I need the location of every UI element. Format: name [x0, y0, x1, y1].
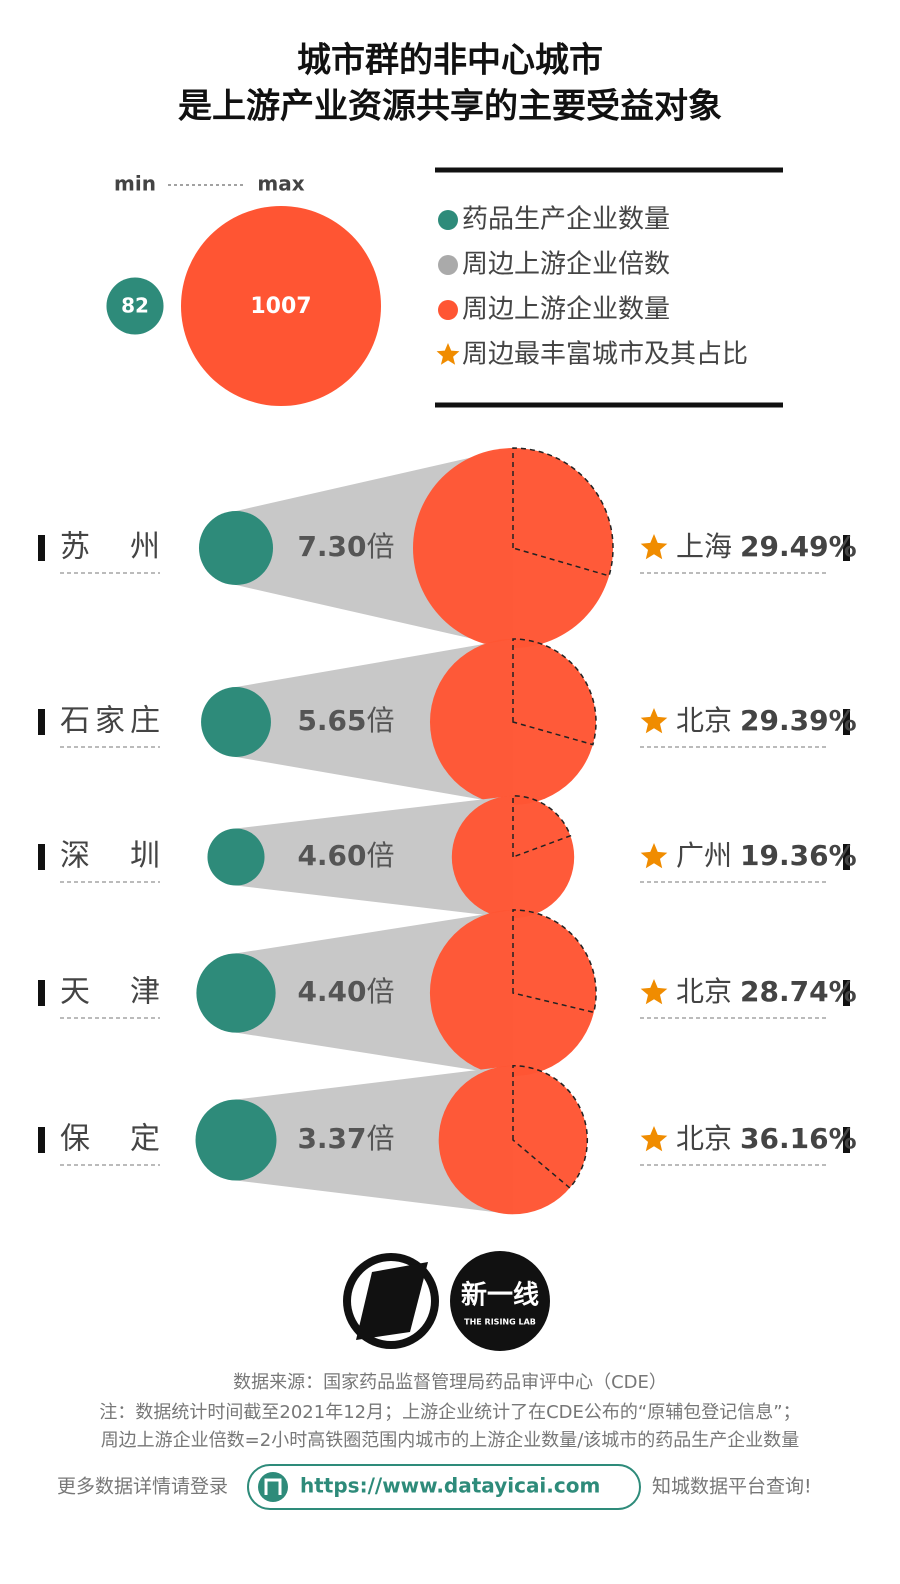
legend-swatch [438, 300, 458, 320]
pharma-circle [198, 510, 274, 586]
star-icon [640, 843, 668, 869]
pharma-circle [195, 1099, 277, 1181]
legend-label: 周边上游企业数量 [462, 295, 670, 325]
top-city-name: 北京 [676, 704, 732, 737]
legend-label: 周边上游企业倍数 [462, 250, 670, 280]
url-icon [258, 1472, 288, 1502]
top-city: 北京 28.74% [676, 975, 857, 1008]
multiplier-unit: 倍 [367, 1122, 395, 1155]
multiplier-value: 4.40 [297, 975, 366, 1008]
city-label: 石家庄 [60, 704, 160, 739]
size-legend-min [106, 277, 164, 335]
legend-swatch [438, 255, 458, 275]
top-city: 北京 36.16% [676, 1122, 857, 1155]
size-legend-min-value: 82 [121, 294, 149, 318]
legend-label: 药品生产企业数量 [462, 205, 670, 235]
row-marker [38, 709, 45, 735]
share-wedge [512, 795, 572, 859]
top-city-share: 29.49% [740, 530, 857, 563]
share-wedge [512, 638, 597, 746]
url[interactable]: https://www.datayicai.com [300, 1474, 600, 1498]
formula: 周边上游企业倍数=2小时高铁圈范围内城市的上游企业数量/该城市的药品生产企业数量 [101, 1430, 800, 1451]
connector [236, 1065, 513, 1215]
url-box[interactable] [247, 1464, 641, 1510]
top-city: 广州 19.36% [676, 839, 857, 872]
top-city: 北京 29.39% [676, 704, 857, 737]
top-city-share: 19.36% [740, 839, 857, 872]
share-wedge [512, 909, 597, 1014]
top-city-name: 上海 [676, 530, 732, 563]
title-line: 城市群的非中心城市 [297, 41, 603, 81]
top-city-share: 28.74% [740, 975, 857, 1008]
row-marker [843, 980, 850, 1006]
multiplier-unit: 倍 [367, 839, 395, 872]
legend-label: 周边最丰富城市及其占比 [462, 340, 748, 370]
legend-swatch [438, 210, 458, 230]
city-label: 天津 [60, 975, 160, 1010]
logo-subtitle: THE RISING LAB [464, 1318, 536, 1327]
title-line: 是上游产业资源共享的主要受益对象 [178, 87, 722, 127]
multiplier-unit: 倍 [367, 704, 395, 737]
multiplier: 4.40倍 [297, 975, 394, 1008]
pharma-circle [201, 687, 271, 757]
row-marker [843, 535, 850, 561]
top-city-share: 29.39% [740, 704, 857, 737]
logo-text: 新一线 [461, 1280, 539, 1311]
top-city: 上海 29.49% [676, 530, 857, 563]
top-city-name: 北京 [676, 975, 732, 1008]
row-marker [38, 535, 45, 561]
logo-shape [356, 1262, 428, 1340]
share-wedge [512, 1064, 589, 1189]
note: 注：数据统计时间截至2021年12月；上游企业统计了在CDE公布的“原辅包登记信… [99, 1402, 800, 1423]
share-wedge [512, 447, 614, 577]
login-suffix: 知城数据平台查询! [652, 1476, 812, 1498]
multiplier: 7.30倍 [297, 530, 394, 563]
row-marker [843, 1127, 850, 1153]
multiplier: 3.37倍 [297, 1122, 394, 1155]
max-label: max [257, 172, 304, 196]
multiplier-value: 3.37 [297, 1122, 366, 1155]
city-label: 深圳 [60, 839, 160, 874]
logos: 新一线 THE RISING LAB [343, 1251, 550, 1351]
city-label: 苏州 [60, 530, 160, 565]
connector [236, 795, 513, 919]
row-marker [843, 844, 850, 870]
url-icon-glyph [264, 1478, 282, 1495]
pharma-circle [196, 953, 276, 1033]
multiplier-unit: 倍 [367, 530, 395, 563]
min-label: min [114, 172, 156, 196]
star-icon [640, 979, 668, 1005]
logo-circle [450, 1251, 550, 1351]
city-label: 保定 [60, 1122, 160, 1157]
top-city-name: 北京 [676, 1122, 732, 1155]
row-marker [38, 844, 45, 870]
source: 数据来源：国家药品监督管理局药品审评中心（CDE） [233, 1372, 667, 1393]
row-marker [38, 980, 45, 1006]
star-icon [640, 1126, 668, 1152]
row-marker [38, 1127, 45, 1153]
top-city-share: 36.16% [740, 1122, 857, 1155]
login-prefix: 更多数据详情请登录 [57, 1476, 228, 1498]
multiplier-value: 4.60 [297, 839, 366, 872]
multiplier: 4.60倍 [297, 839, 394, 872]
star-icon [640, 534, 668, 560]
multiplier: 5.65倍 [297, 704, 394, 737]
top-city-name: 广州 [676, 839, 732, 872]
multiplier-unit: 倍 [367, 975, 395, 1008]
size-legend-max-value: 1007 [250, 294, 311, 319]
star-icon [436, 343, 460, 365]
multiplier-value: 5.65 [297, 704, 366, 737]
pharma-circle [207, 828, 265, 886]
size-legend-max [181, 206, 381, 406]
star-icon [640, 708, 668, 734]
multiplier-value: 7.30 [297, 530, 366, 563]
row-marker [843, 709, 850, 735]
